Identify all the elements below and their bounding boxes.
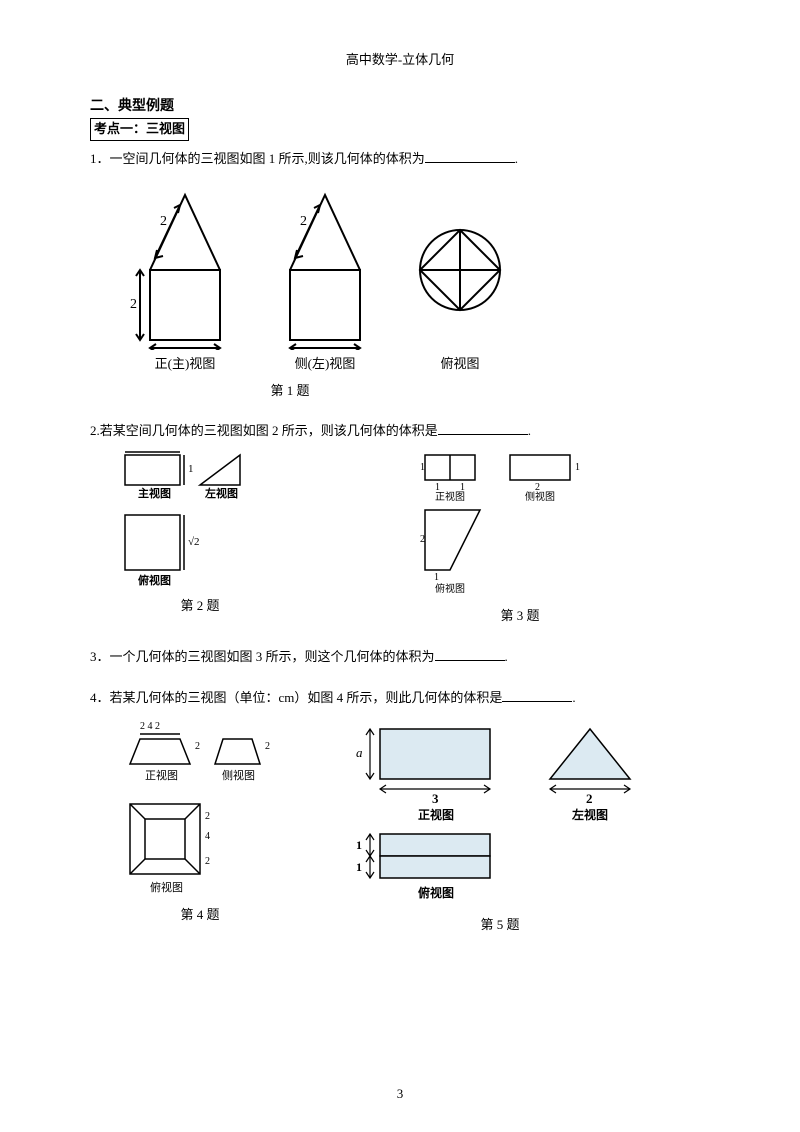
fig2-left-label: 左视图 [204,486,238,500]
fig3-one-a: 1 [420,462,425,473]
fig2-top-label: 俯视图 [138,573,171,587]
fig4-d2: 4 [205,831,210,842]
figure-5: a 3 正视图 2 左视图 [350,719,650,936]
q2-text: 2.若某空间几何体的三视图如图 2 所示，则该几何体的体积是 [90,423,438,438]
question-2: 2.若某空间几何体的三视图如图 2 所示，则该几何体的体积是. [90,421,710,442]
fig3-top-label: 俯视图 [435,582,465,595]
fig1-w2: 2 [322,349,329,350]
figure-4-5-row: 2 4 2 2 2 2 4 2 正视图 侧视图 俯视图 第 4 题 [110,719,710,936]
fig5-two: 2 [586,791,593,806]
fig3-svg: 1 1 1 1 2 2 1 正视图 侧视图 俯视图 [420,450,620,600]
fig1-top-label: 俯视图 [410,354,510,375]
fig5-one-a: 1 [356,838,362,852]
fig3-one-d: 1 [575,462,580,473]
q1-blank [425,149,515,163]
fig4-h2: 2 [265,741,270,752]
fig4-h1: 2 [195,741,200,752]
fig4-svg: 2 4 2 2 2 2 4 2 正视图 侧视图 俯视图 [110,719,290,899]
fig4-top-dim: 2 4 2 [140,721,160,732]
fig2-sqrt2-a: √2 [145,450,157,453]
fig5-svg: a 3 正视图 2 左视图 [350,719,650,909]
fig2-caption: 第 2 题 [120,596,280,617]
fig1-front-svg: 2 2 2 [130,180,240,350]
fig1-front-label: 正(主)视图 [130,354,240,375]
fig4-top-label: 俯视图 [150,880,183,894]
fig1-caption: 第 1 题 [0,381,710,402]
fig4-d3: 2 [205,856,210,867]
page-number: 3 [0,1086,800,1102]
fig5-one-b: 1 [356,860,362,874]
figure-2: √2 1 √2 主视图 左视图 俯视图 第 2 题 [120,450,280,627]
q2-end: . [528,423,531,438]
q4-text: 4．若某几何体的三视图（单位：cm）如图 4 所示，则此几何体的体积是 [90,690,502,705]
q1-text: 1．一空间几何体的三视图如图 1 所示,则该几何体的体积为 [90,151,425,166]
fig1-h: 2 [130,297,137,312]
q4-blank [502,688,572,702]
question-4: 4．若某几何体的三视图（单位：cm）如图 4 所示，则此几何体的体积是. [90,688,710,709]
fig1-side-label: 侧(左)视图 [270,354,380,375]
fig3-two-b: 2 [420,534,425,545]
fig3-caption: 第 3 题 [420,606,620,627]
fig5-a: a [356,745,363,760]
fig2-one-a: 1 [188,463,194,475]
q4-end: . [572,690,575,705]
fig5-top-label: 俯视图 [418,885,454,900]
q3-end: . [505,649,508,664]
fig2-main-label: 主视图 [138,486,171,500]
fig5-front-label: 正视图 [418,807,454,822]
fig1-slant2: 2 [300,214,307,229]
q3-text: 3．一个几何体的三视图如图 3 所示，则这个几何体的体积为 [90,649,435,664]
q2-blank [438,421,528,435]
fig3-one-e: 1 [434,572,439,583]
fig2-svg: √2 1 √2 主视图 左视图 俯视图 [120,450,280,590]
fig4-side-label: 侧视图 [222,768,255,782]
q3-blank [435,647,505,661]
page-header: 高中数学-立体几何 [90,50,710,71]
fig1-top-svg [410,180,510,350]
question-3: 3．一个几何体的三视图如图 3 所示，则这个几何体的体积为. [90,647,710,668]
fig3-front-label: 正视图 [435,490,465,503]
figure-4: 2 4 2 2 2 2 4 2 正视图 侧视图 俯视图 第 4 题 [110,719,290,936]
question-1: 1．一空间几何体的三视图如图 1 所示,则该几何体的体积为. [90,149,710,170]
fig5-three: 3 [432,791,439,806]
figure-2-3-row: √2 1 √2 主视图 左视图 俯视图 第 2 题 [120,450,710,627]
q1-end: . [515,151,518,166]
fig2-sqrt2-b: √2 [188,536,200,548]
fig3-side-label: 侧视图 [525,490,555,503]
figure-1: 2 2 2 正(主)视图 2 2 [130,180,710,375]
fig4-d1: 2 [205,811,210,822]
fig5-caption: 第 5 题 [350,915,650,936]
fig5-left-label: 左视图 [571,807,608,822]
section-title: 二、典型例题 [90,96,710,118]
fig4-front-label: 正视图 [145,768,178,782]
figure-3: 1 1 1 1 2 2 1 正视图 侧视图 俯视图 第 3 题 [420,450,620,627]
fig4-caption: 第 4 题 [110,905,290,926]
fig1-side-svg: 2 2 [270,180,380,350]
fig1-slant: 2 [160,214,167,229]
topic-box: 考点一：三视图 [90,118,189,141]
fig1-w: 2 [182,349,189,350]
